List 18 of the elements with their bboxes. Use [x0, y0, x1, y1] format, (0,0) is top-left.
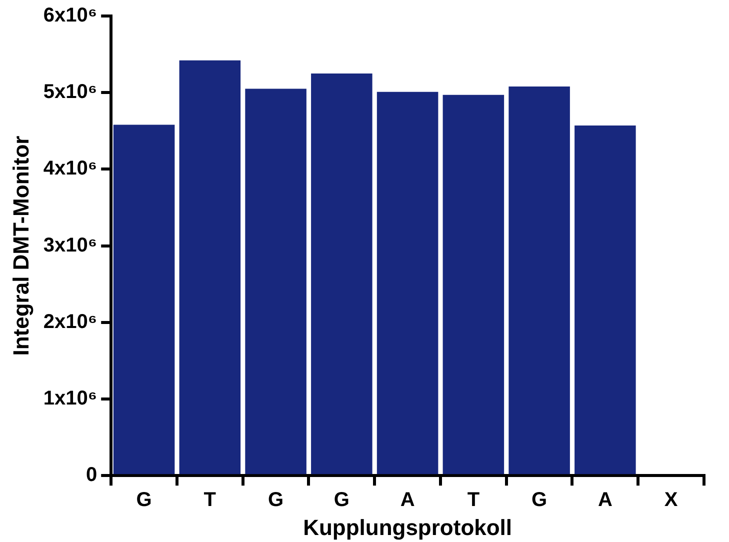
y-tick-label: 3x10⁶: [43, 234, 98, 256]
y-tick-label: 1x10⁶: [43, 388, 98, 410]
y-tick-label: 4x10⁶: [43, 158, 98, 180]
y-tick-label: 6x10⁶: [43, 4, 98, 27]
x-tick-label: T: [467, 489, 480, 512]
x-tick-label: G: [334, 489, 350, 512]
y-tick-label: 0: [86, 464, 98, 486]
y-tick-label: 2x10⁶: [43, 310, 98, 333]
x-tick-label: A: [598, 489, 612, 512]
y-tick-label: 5x10⁶: [43, 81, 98, 104]
x-tick-label: G: [268, 489, 284, 512]
x-tick-label: G: [136, 489, 152, 512]
x-tick-label: X: [664, 489, 678, 512]
x-tick-label: A: [400, 489, 415, 512]
y-axis-title: Integral DMT-Monitor: [8, 135, 34, 356]
x-axis-title: Kupplungsprotokoll: [303, 514, 512, 540]
x-tick-label: T: [204, 489, 216, 512]
x-tick-label: G: [532, 489, 548, 512]
